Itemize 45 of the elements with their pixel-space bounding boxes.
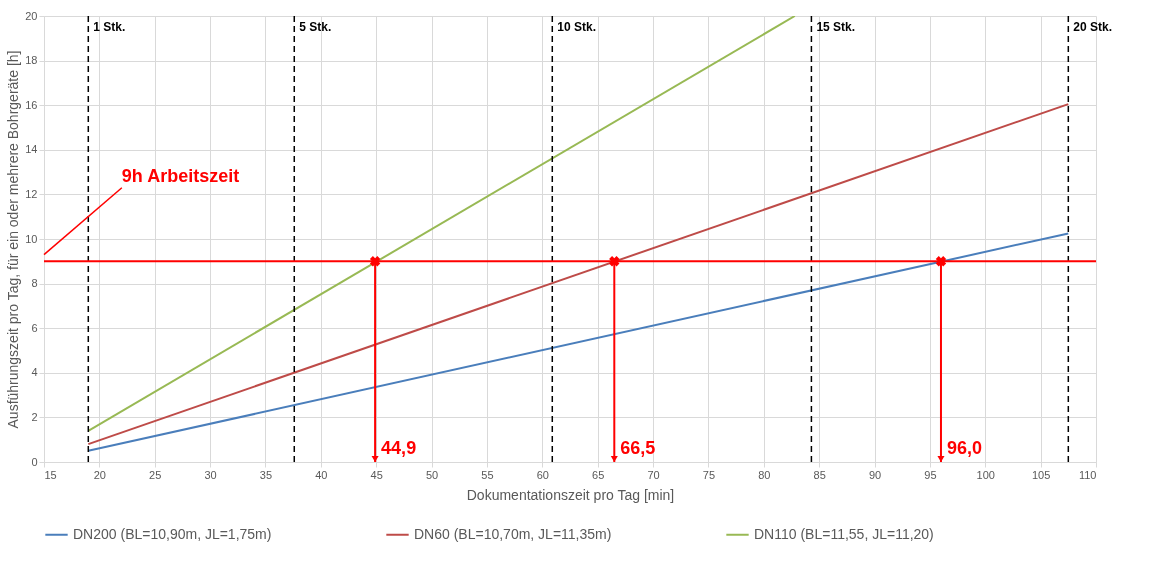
y-tick-label: 18 [25,54,38,67]
ref-line-label: 9h Arbeitszeit [121,165,240,186]
x-tick-label: 55 [481,468,494,481]
annotation: 96,0 [946,438,983,458]
x-tick-label: 65 [592,468,605,481]
y-tick-label: 16 [25,98,38,111]
x-tick-label: 90 [868,468,882,481]
x-tick-label: 45 [370,468,383,481]
annotation: 44,9 [381,438,417,458]
ref-line-label: 5 Stk. [299,20,332,34]
x-tick-label: 70 [647,468,660,481]
ref-line-label: 10 Stk. [557,20,596,34]
x-tick-label: 100 [976,468,995,481]
annotation: 66,5 [620,438,656,458]
x-tick-label: 110 [1078,468,1097,481]
x-tick-label: 95 [924,468,937,481]
y-tick-label: 6 [31,321,38,334]
x-tick-label: 20 [93,468,106,481]
y-tick-label: 0 [31,455,38,468]
y-axis-title: Ausführungszeit pro Tag, für ein oder mehrere Bohrgeräte [h] [5,50,22,429]
x-tick-label: 40 [315,468,328,481]
ref-line-label: 20 Stk. [1073,20,1113,34]
x-tick-label: 80 [758,468,771,481]
x-tick-label: 35 [259,468,273,481]
ref-line-label: 15 Stk. [816,20,856,34]
y-tick-label: 20 [25,9,38,22]
legend-label: DN110 (BL=11,55, JL=11,20) [754,525,934,542]
legend-label: DN60 (BL=10,70m, JL=11,35m) [414,525,612,542]
legend-label: DN200 (BL=10,90m, JL=1,75m) [73,525,272,542]
x-tick-label: 30 [204,468,217,481]
x-tick-label: 50 [425,468,439,481]
y-tick-label: 2 [31,410,38,423]
y-tick-label: 8 [31,277,38,290]
y-tick-label: 4 [31,366,38,379]
x-tick-label: 15 [44,468,57,481]
y-tick-label: 10 [25,232,38,245]
x-axis-title: Dokumentationszeit pro Tag [min] [466,486,675,503]
ref-line-label: 1 Stk. [93,20,126,34]
x-tick-label: 60 [536,468,549,481]
y-tick-label: 12 [25,187,38,200]
x-tick-label: 25 [149,468,162,481]
x-tick-label: 75 [702,468,716,481]
x-tick-label: 85 [813,468,826,481]
x-tick-label: 105 [1031,468,1051,481]
y-tick-label: 14 [25,143,38,156]
